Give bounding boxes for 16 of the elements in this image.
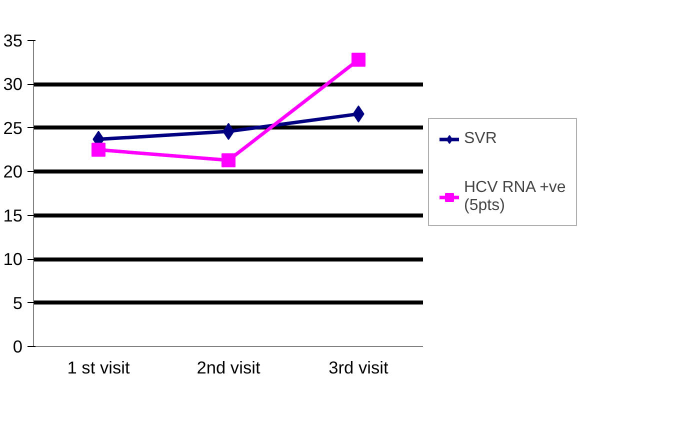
y-tick-label: 20 [3,162,23,182]
y-tick-label: 10 [3,249,23,270]
x-tick-label: 1 st visit [67,358,130,378]
x-tick-label: 3rd visit [328,358,389,378]
point [222,153,236,168]
y-tick-label: 5 [12,292,23,313]
y-tick-label: 0 [12,336,23,356]
y-tick-label: 25 [3,118,23,138]
point [92,142,106,157]
y-tick-label: 30 [3,74,23,94]
point [352,52,366,67]
y-tick-label: 35 [3,30,23,50]
legend-label: HCV RNA +ve (5pts) [464,179,566,215]
y-tick-label: 15 [3,205,23,226]
legend-label: SVR [464,130,497,148]
x-tick-label: 2nd visit [196,358,260,378]
